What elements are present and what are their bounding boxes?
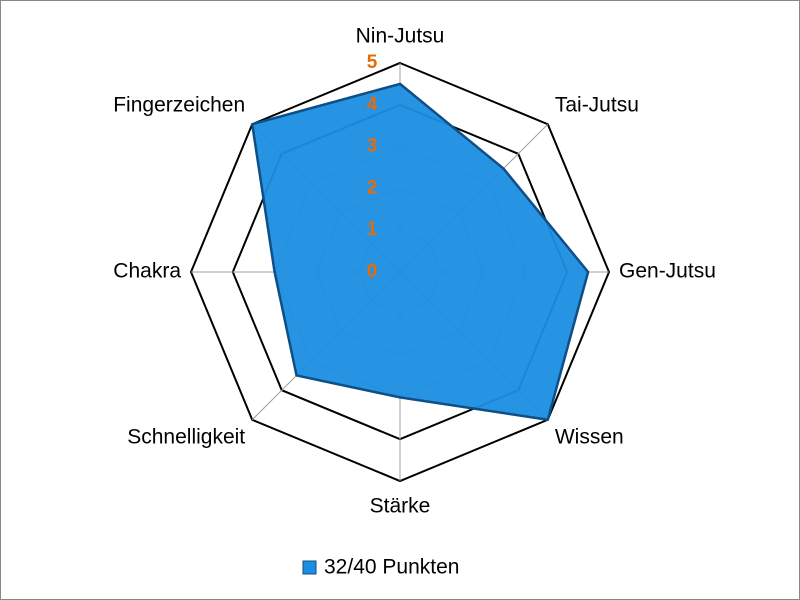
r-tick-label: 5 (367, 52, 378, 73)
r-tick-label: 4 (367, 94, 378, 115)
category-label: Chakra (113, 260, 181, 283)
plot (250, 82, 590, 422)
category-label: Wissen (555, 426, 624, 449)
category-label: Nin-Jutsu (356, 25, 445, 48)
r-tick-label: 0 (367, 261, 378, 282)
category-label: Gen-Jutsu (619, 260, 716, 283)
category-label: Tai-Jutsu (555, 93, 639, 116)
r-tick-label: 2 (367, 177, 378, 198)
r-tick-label: 1 (367, 219, 378, 240)
series-area (250, 82, 590, 422)
labels: 0 1 2 3 4 5 Nin-Jutsu Tai-Jutsu Gen-Jutsu Wissen S… (113, 25, 716, 579)
r-tick-label: 3 (367, 136, 378, 157)
category-label: Schnelligkeit (127, 426, 245, 449)
category-label: Stärke (370, 495, 431, 518)
legend-label: 32/40 Punkten (324, 556, 459, 579)
legend-marker (302, 560, 317, 575)
category-label: Fingerzeichen (113, 93, 245, 116)
